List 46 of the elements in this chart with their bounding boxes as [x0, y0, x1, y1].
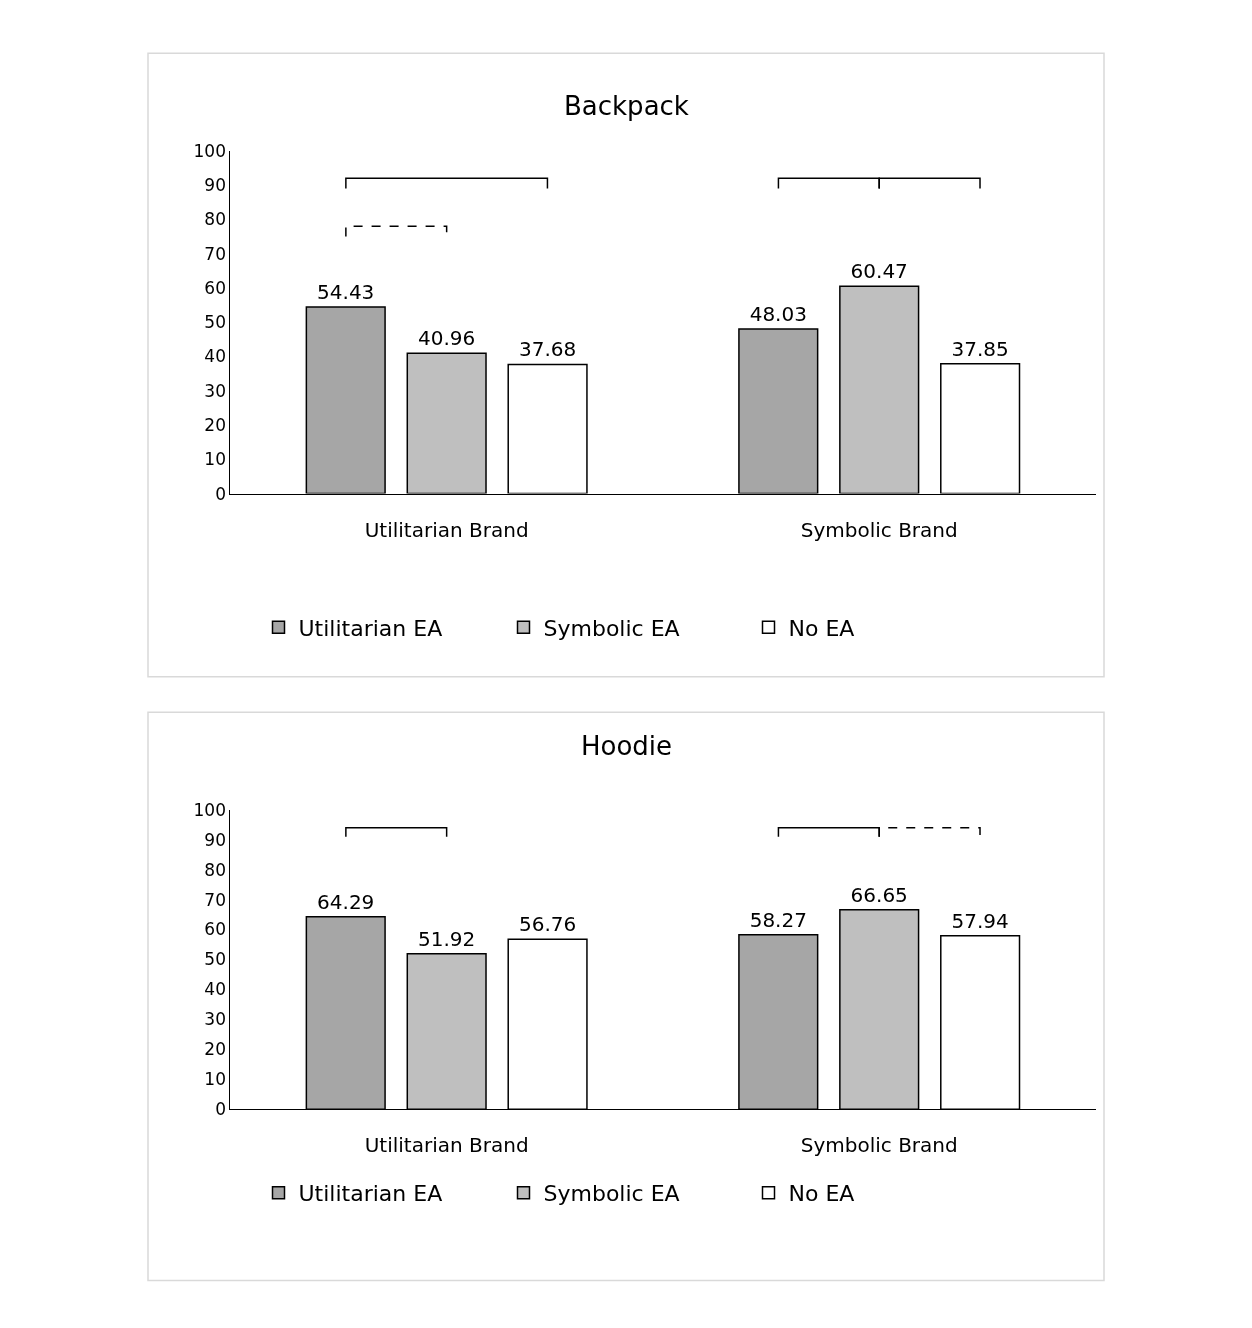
legend-label: Utilitarian EA	[298, 1181, 443, 1207]
y-tick-label: 10	[204, 1069, 226, 1090]
legend-label: No EA	[788, 615, 855, 641]
y-tick-label: 0	[215, 1099, 226, 1120]
x-tick-label: Symbolic Brand	[800, 1133, 958, 1158]
y-tick-label: 60	[204, 277, 226, 298]
y-tick-label: 80	[204, 859, 226, 880]
y-tick-label: 60	[204, 919, 226, 940]
y-tick-label: 20	[204, 1039, 226, 1060]
y-tick-label: 20	[204, 415, 226, 436]
legend-label: No EA	[788, 1181, 855, 1207]
y-tick-label: 90	[204, 175, 226, 196]
data-label: 37.68	[518, 337, 577, 362]
data-label: 64.29	[317, 889, 375, 914]
y-tick-label: 90	[204, 829, 226, 850]
y-tick-label: 80	[204, 209, 226, 230]
y-tick-label: 10	[204, 449, 226, 470]
data-label: 66.65	[850, 882, 908, 907]
data-label: 40.96	[418, 326, 476, 351]
x-tick-label: Utilitarian Brand	[364, 1133, 529, 1158]
data-label: 37.85	[951, 336, 1009, 361]
data-label: 58.27	[749, 907, 807, 932]
chart-title: Backpack	[564, 91, 689, 121]
y-tick-label: 70	[204, 243, 226, 264]
y-tick-label: 40	[204, 346, 226, 367]
chart-title: Hoodie	[581, 731, 673, 761]
data-label: 54.43	[317, 280, 375, 305]
data-label: 51.92	[418, 926, 476, 951]
y-tick-label: 100	[193, 799, 226, 820]
legend-label: Symbolic EA	[543, 1181, 680, 1207]
y-tick-label: 100	[193, 140, 226, 161]
legend-label: Utilitarian EA	[298, 615, 443, 641]
x-tick-label: Symbolic Brand	[800, 517, 958, 542]
data-label: 60.47	[850, 259, 908, 284]
data-label: 57.94	[951, 908, 1009, 933]
x-tick-label: Utilitarian Brand	[364, 517, 529, 542]
data-label: 56.76	[518, 912, 577, 937]
y-tick-label: 50	[204, 949, 226, 970]
y-tick-label: 40	[204, 979, 226, 1000]
y-tick-label: 70	[204, 889, 226, 910]
legend-label: Symbolic EA	[543, 615, 680, 641]
y-tick-label: 30	[204, 1009, 226, 1030]
y-tick-label: 50	[204, 312, 226, 333]
y-tick-label: 0	[215, 483, 226, 504]
y-tick-label: 30	[204, 380, 226, 401]
data-label: 48.03	[749, 301, 807, 326]
